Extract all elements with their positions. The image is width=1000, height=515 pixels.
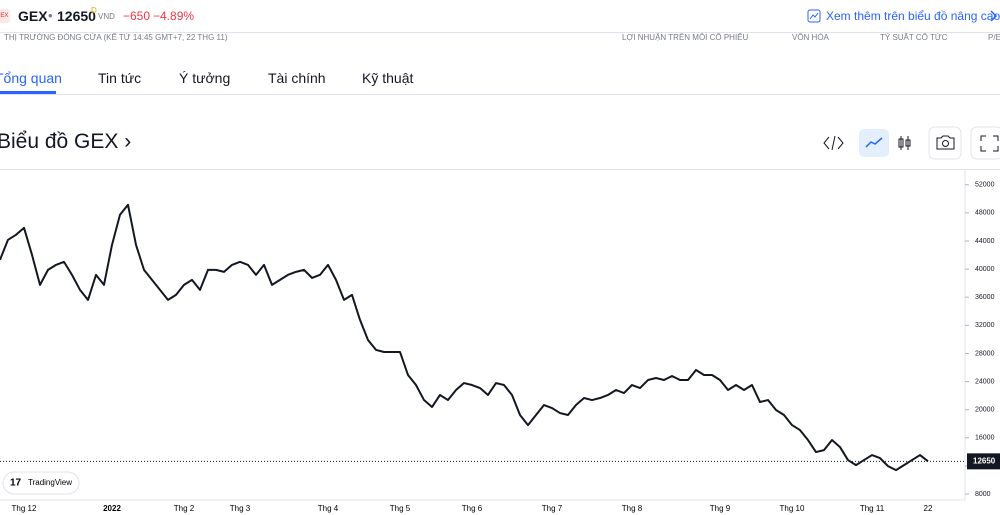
snapshot-button[interactable] [936,135,955,150]
x-tick-label: 2022 [103,504,121,513]
stat: TỶ SUẤT CỔ TỨC [880,33,948,42]
embed-button[interactable] [823,135,844,151]
x-tick-label: 22 [924,504,933,513]
tab[interactable]: Tổng quan [0,70,62,86]
chart: 17 TradingView 8000120001600020000240002… [0,170,1000,513]
advanced-link[interactable]: Xem thêm trên biểu đồ nâng cao [826,9,1000,23]
x-tick-label: Thg 6 [462,504,483,513]
y-tick-label: 48000 [975,210,995,217]
stat: VỐN HÓA [792,33,829,42]
price-line [0,203,929,472]
y-tick-label: 40000 [975,266,995,273]
last-price-box [967,453,1000,470]
change-pct: −4.89% [153,9,195,23]
y-tick-label: 36000 [975,294,995,301]
badge[interactable] [2,471,80,495]
y-tick-label: 8000 [975,491,991,498]
price-sup: D [91,6,97,15]
x-tick-label: Thg 11 [860,504,885,513]
tab-underline [0,91,56,94]
chart-icon [807,9,821,23]
symbol[interactable]: GEX [18,8,48,24]
badge-logo: 17 [10,478,22,489]
y-tick-label: 44000 [975,238,995,245]
section-title[interactable]: Biểu đồ GEX › [0,130,132,153]
subline: THỊ TRƯỜNG ĐÓNG CỬA (KỂ TỪ 14:45 GMT+7, … [0,33,1000,45]
candle-button[interactable] [898,136,911,150]
divider [0,94,1000,95]
x-tick-label: Thg 10 [780,504,805,513]
y-tick-label: 16000 [975,435,995,442]
y-tick-label: 52000 [975,182,995,189]
dot: • [48,8,53,23]
y-tick-label: 24000 [975,378,995,385]
x-tick-label: Thg 8 [622,504,643,513]
last-price-label: 12650 [973,456,996,465]
x-tick-label: Thg 3 [230,504,251,513]
y-tick-label: 28000 [975,350,995,357]
tab[interactable]: Tài chính [268,70,326,86]
price: 12650 [57,8,96,24]
toolbar [823,126,1000,160]
tab[interactable]: Tin tức [98,70,142,86]
logo: GEX [0,9,10,23]
tab[interactable]: Ý tưởng [179,70,231,86]
x-tick-label: Thg 5 [390,504,411,513]
x-tick-label: Thg 12 [12,504,37,513]
y-tick-label: 20000 [975,407,995,414]
x-tick-label: Thg 7 [542,504,563,513]
stat: P/E [988,33,1000,42]
chevron [990,10,998,22]
x-tick-label: Thg 2 [174,504,195,513]
currency: VND [98,12,115,21]
x-tick-label: Thg 4 [318,504,339,513]
change: −650 [123,9,151,23]
badge-text: TradingView [28,478,72,487]
status: THỊ TRƯỜNG ĐÓNG CỬA (KỂ TỪ 14:45 GMT+7, … [4,33,228,42]
y-tick-label: 32000 [975,322,995,329]
x-tick-label: Thg 9 [710,504,731,513]
divider [0,32,1000,33]
stat: LỢI NHUẬN TRÊN MỖI CỔ PHIẾU [622,33,749,42]
divider [0,169,1000,170]
tab[interactable]: Kỹ thuật [362,70,414,86]
fullscreen-button[interactable] [980,135,999,152]
